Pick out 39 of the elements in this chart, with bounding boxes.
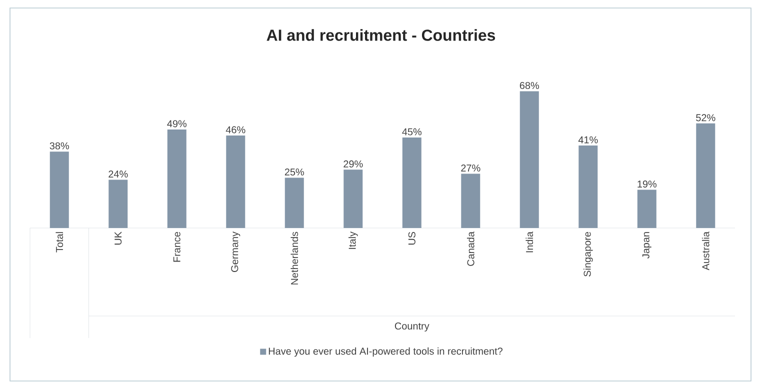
bar: [50, 152, 69, 228]
x-tick-label: UK: [114, 232, 122, 245]
x-tick-label: Total: [56, 232, 64, 252]
x-tick-label: Netherlands: [290, 232, 298, 284]
x-tick-label: India: [526, 232, 534, 252]
bar: [696, 123, 716, 228]
data-label: 49%: [167, 120, 187, 128]
bar: [520, 91, 539, 228]
bar: [167, 129, 186, 228]
x-tick-label: Singapore: [583, 232, 593, 276]
bar: [578, 146, 598, 228]
x-tick-label: Germany: [231, 232, 240, 272]
x-tick-label: Canada: [466, 232, 474, 266]
data-label: 25%: [284, 168, 304, 176]
bar: [461, 174, 480, 228]
data-label: 41%: [578, 136, 598, 144]
bar: [637, 190, 656, 228]
data-label: 52%: [696, 114, 716, 122]
chart-title: AI and recruitment - Countries: [266, 29, 496, 41]
data-label: 19%: [638, 180, 657, 188]
data-label: 29%: [344, 160, 363, 168]
data-label: 27%: [461, 164, 480, 172]
data-label: 45%: [402, 128, 422, 136]
x-tick-label: Australia: [702, 232, 710, 270]
bar: [344, 170, 363, 228]
data-label: 46%: [226, 126, 246, 134]
data-label: 24%: [108, 170, 128, 178]
bar: [108, 180, 128, 228]
bar: [226, 135, 246, 228]
x-tick-label: France: [173, 232, 180, 262]
bar: [284, 178, 304, 228]
x-axis-title: Country: [394, 322, 430, 332]
data-label: 68%: [520, 82, 540, 90]
bar: [402, 138, 422, 228]
legend-label: Have you ever used AI-powered tools in recruitment?: [268, 347, 502, 357]
x-tick-label: Japan: [642, 232, 652, 259]
data-label: 38%: [50, 142, 70, 150]
x-tick-label: Italy: [348, 232, 358, 249]
x-tick-label: US: [408, 232, 416, 245]
